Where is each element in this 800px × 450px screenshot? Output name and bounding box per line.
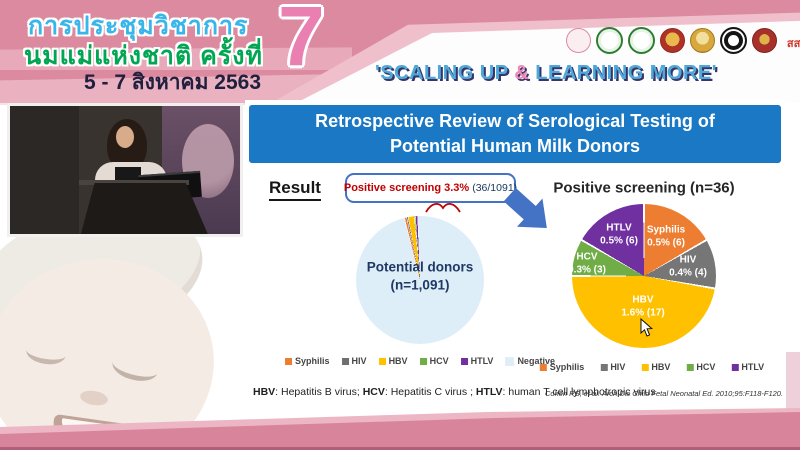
legend-label: HBV	[388, 356, 408, 366]
legend-label: HBV	[651, 362, 671, 372]
slice-name: HIV	[679, 254, 697, 266]
footnote-text: : human T cell lymphotropic virus	[502, 386, 656, 398]
slogan-text: LEARNING MORE'	[529, 62, 718, 84]
slice-label-htlv: HTLV 0.5% (6)	[600, 223, 638, 248]
callout-highlight: Positive screening 3.3%	[343, 182, 470, 194]
slice-label-hcv: HCV 0.3% (3)	[568, 252, 606, 277]
footnote-abbr: HCV	[362, 386, 385, 398]
legend-swatch-hbv	[641, 363, 649, 371]
legend-swatch-htlv	[460, 357, 468, 365]
slice-value: 0.3% (3)	[568, 264, 606, 275]
legend-item: HBV	[641, 362, 670, 372]
legend-swatch-hiv	[600, 363, 608, 371]
legend-item: HBV	[378, 356, 408, 366]
slice-value: 0.5% (6)	[600, 235, 638, 246]
legend-swatch-syphilis	[539, 363, 547, 371]
bottom-pink-band	[0, 400, 800, 450]
legend-label: Negative	[517, 356, 555, 366]
legend-swatch-negative	[505, 356, 515, 366]
edition-number: 7	[278, 0, 325, 83]
legend-label: Syphilis	[295, 356, 330, 366]
result-heading: Result	[269, 178, 321, 201]
slice-name: HCV	[576, 251, 598, 263]
legend-item: HTLV	[731, 362, 764, 372]
slide-content: Retrospective Review of Serological Test…	[245, 100, 785, 412]
conference-slogan: 'SCALING UP & LEARNING MORE'	[300, 62, 792, 85]
mouse-cursor-icon	[640, 318, 654, 337]
black-emblem-logo-icon	[720, 27, 747, 54]
legend-item: HIV	[600, 362, 625, 372]
legend-label: HTLV	[741, 362, 765, 372]
legend-item: Syphilis	[539, 362, 585, 372]
left-pie-legend: Syphilis HIV HBV HCV HTLV Negative	[285, 356, 555, 366]
thai-health-sss-logo: สสส	[786, 38, 800, 50]
stage-backdrop	[10, 106, 79, 234]
slogan-ampersand: &	[514, 62, 530, 84]
legend-label: HIV	[351, 356, 367, 366]
callout-brace-pointer	[425, 203, 461, 213]
green-seal-logo-icon	[628, 27, 655, 54]
conference-dates: 5 - 7 สิงหาคม 2563	[84, 71, 262, 94]
reference-citation: Cohen RS, et al. Arch Dis Child Fetal Ne…	[545, 389, 784, 398]
band-bottom-line	[0, 447, 800, 450]
slide-title: Retrospective Review of Serological Test…	[315, 110, 715, 156]
royal-college-logo-icon	[660, 28, 685, 53]
podium	[80, 182, 208, 234]
legend-item: HIV	[341, 356, 367, 366]
legend-label: Syphilis	[549, 362, 585, 372]
positive-screening-title: Positive screening (n=36)	[553, 179, 735, 197]
right-pie-legend: Syphilis HIV HBV HCV HTLV	[539, 362, 764, 372]
right-edge-strip	[786, 352, 800, 414]
legend-item: HCV	[686, 362, 715, 372]
legend-item: HCV	[419, 356, 449, 366]
footnote-text: : Hepatitis B virus;	[275, 386, 363, 398]
conference-title: การประชุมวิชาการ	[28, 12, 249, 40]
legend-label: HCV	[429, 356, 449, 366]
callout-detail: (36/1091)	[472, 182, 518, 194]
slice-name: HBV	[632, 294, 654, 306]
abbreviation-footnote: HBV: Hepatitis B virus; HCV: Hepatitis C…	[253, 386, 656, 398]
presenter-face	[115, 126, 134, 149]
footnote-abbr: HBV	[253, 386, 276, 398]
slice-label-hbv: HBV 1.6% (17)	[621, 295, 664, 320]
slice-label-syphilis: Syphilis 0.5% (6)	[647, 225, 685, 250]
potential-donors-label: Potential donors (n=1,091)	[366, 259, 474, 292]
slice-name: Syphilis	[646, 224, 686, 236]
legend-item: Syphilis	[285, 356, 330, 366]
legend-label: HIV	[610, 362, 626, 372]
legend-swatch-hcv	[419, 357, 427, 365]
royal-emblem-logo-icon	[690, 28, 715, 53]
slice-value: 0.5% (6)	[647, 237, 685, 248]
legend-swatch-htlv	[731, 363, 739, 371]
legend-item: HTLV	[460, 356, 494, 366]
footnote-abbr: HTLV	[475, 386, 503, 398]
presenter-video	[7, 103, 243, 237]
slice-value: 0.4% (4)	[669, 267, 707, 278]
legend-label: HCV	[696, 362, 716, 372]
slogan-text: 'SCALING UP	[374, 62, 515, 84]
positive-screening-callout: Positive screening 3.3% (36/1091)	[343, 173, 518, 203]
slice-value: 1.6% (17)	[621, 307, 665, 318]
legend-swatch-hiv	[341, 357, 349, 365]
red-crest-logo-icon	[752, 28, 777, 53]
legend-item: Negative	[505, 356, 555, 366]
green-seal-logo-icon	[596, 27, 623, 54]
slice-label-hiv: HIV 0.4% (4)	[669, 255, 707, 280]
footnote-text: : Hepatitis C virus ;	[384, 386, 476, 398]
legend-swatch-hcv	[686, 363, 694, 371]
slice-name: HTLV	[606, 222, 632, 234]
legend-swatch-syphilis	[285, 357, 293, 365]
conference-banner: การประชุมวิชาการ นมแม่แห่งชาติ ครั้งที่ …	[0, 0, 800, 106]
sponsor-logo-row: สสส	[566, 27, 800, 54]
legend-label: HTLV	[470, 356, 494, 366]
banner-stripe	[0, 47, 352, 71]
slide-title-bar: Retrospective Review of Serological Test…	[249, 105, 781, 163]
mother-child-logo-icon	[566, 28, 591, 53]
potential-donors-pie-chart	[356, 216, 484, 344]
legend-swatch-hbv	[378, 357, 386, 365]
conference-subtitle: นมแม่แห่งชาติ ครั้งที่	[24, 42, 263, 70]
arrow-right-icon	[503, 187, 547, 229]
